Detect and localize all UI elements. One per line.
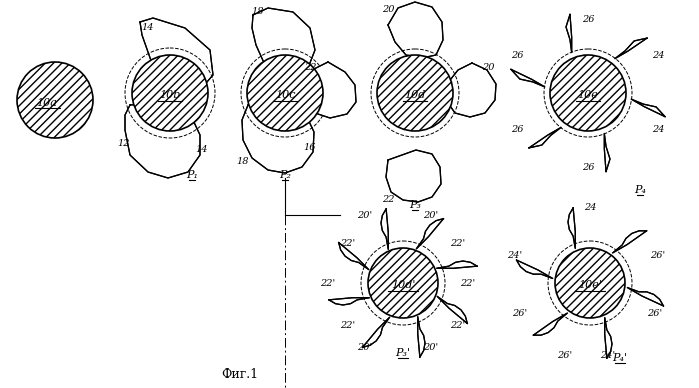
Text: 22': 22' (340, 239, 356, 248)
Text: 24': 24' (507, 251, 523, 260)
Text: 24': 24' (600, 352, 616, 360)
Text: 10d': 10d' (391, 280, 415, 290)
Ellipse shape (377, 55, 453, 131)
Text: 26: 26 (512, 125, 524, 135)
Text: 22': 22' (340, 322, 356, 331)
Text: 26': 26' (647, 308, 663, 317)
Polygon shape (437, 296, 468, 324)
Polygon shape (363, 317, 390, 347)
Text: 24: 24 (652, 125, 665, 135)
Polygon shape (605, 317, 612, 358)
Polygon shape (605, 133, 610, 171)
Polygon shape (386, 150, 441, 202)
Polygon shape (418, 317, 425, 357)
Text: 22': 22' (450, 239, 466, 248)
Polygon shape (446, 63, 496, 117)
Text: 22': 22' (320, 279, 336, 288)
Polygon shape (517, 260, 553, 279)
Polygon shape (417, 219, 443, 249)
Polygon shape (615, 38, 647, 59)
Text: 26: 26 (582, 163, 594, 171)
Polygon shape (140, 18, 213, 95)
Text: 10a: 10a (36, 98, 57, 108)
Polygon shape (568, 208, 575, 248)
Text: 20: 20 (482, 64, 494, 73)
Polygon shape (511, 69, 545, 87)
Polygon shape (612, 231, 647, 253)
Polygon shape (631, 99, 665, 117)
Text: P₄: P₄ (634, 185, 646, 195)
Ellipse shape (550, 55, 626, 131)
Text: 22: 22 (304, 64, 316, 73)
Polygon shape (436, 261, 477, 268)
Polygon shape (303, 62, 356, 118)
Text: 18: 18 (237, 158, 250, 166)
Text: 26': 26' (512, 308, 528, 317)
Text: 10e': 10e' (578, 280, 602, 290)
Polygon shape (529, 127, 561, 148)
Text: 20': 20' (424, 211, 438, 220)
Text: 24: 24 (652, 52, 665, 61)
Text: 16: 16 (304, 144, 316, 152)
Text: 20: 20 (382, 5, 394, 14)
Text: 10b: 10b (159, 90, 180, 100)
Text: 26': 26' (651, 251, 665, 260)
Ellipse shape (132, 55, 208, 131)
Text: 10c: 10c (275, 90, 295, 100)
Polygon shape (242, 103, 314, 173)
Polygon shape (338, 242, 369, 270)
Ellipse shape (17, 62, 93, 138)
Text: 26: 26 (512, 52, 524, 61)
Text: 14: 14 (196, 146, 208, 154)
Text: 10e: 10e (577, 90, 598, 100)
Polygon shape (627, 288, 663, 306)
Text: 20': 20' (357, 211, 373, 220)
Text: 20': 20' (357, 343, 373, 353)
Text: 18: 18 (252, 7, 264, 17)
Text: 26: 26 (582, 14, 594, 24)
Polygon shape (533, 313, 568, 335)
Text: P₃: P₃ (409, 200, 421, 210)
Polygon shape (381, 209, 388, 249)
Text: 22: 22 (382, 196, 394, 204)
Polygon shape (125, 103, 200, 178)
Polygon shape (329, 298, 370, 305)
Text: P₁: P₁ (186, 170, 198, 180)
Text: 14: 14 (142, 24, 154, 33)
Text: P₄': P₄' (612, 353, 628, 363)
Ellipse shape (247, 55, 323, 131)
Text: P₂: P₂ (279, 170, 291, 180)
Text: 20': 20' (424, 343, 438, 353)
Ellipse shape (368, 248, 438, 318)
Text: 22': 22' (461, 279, 475, 288)
Ellipse shape (555, 248, 625, 318)
Text: 22': 22' (450, 322, 466, 331)
Text: 10d: 10d (404, 90, 426, 100)
Text: P₃': P₃' (396, 348, 410, 358)
Text: 12: 12 (117, 139, 130, 147)
Text: 24: 24 (584, 203, 596, 213)
Polygon shape (252, 8, 315, 78)
Text: Фиг.1: Фиг.1 (222, 369, 259, 381)
Polygon shape (388, 2, 443, 58)
Polygon shape (566, 14, 572, 53)
Text: 26': 26' (557, 352, 572, 360)
